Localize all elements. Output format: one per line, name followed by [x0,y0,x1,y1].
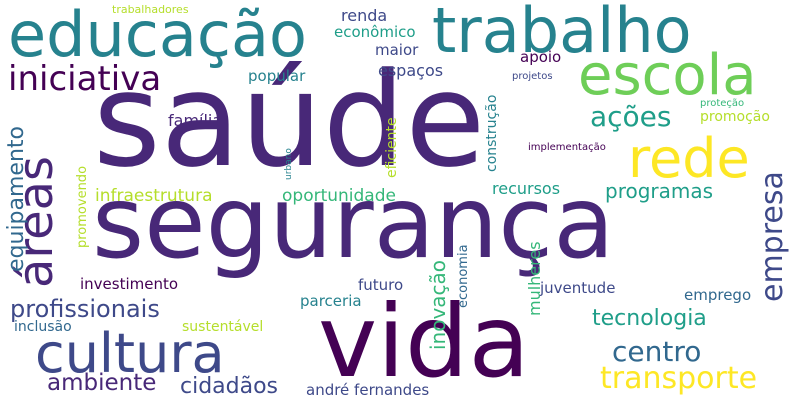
word-ambiente: ambiente [47,370,157,396]
word-andre-fernandes: andré fernandes [306,381,430,399]
word-equipamento: equipamento [4,126,29,272]
word-implementacao: implementação [528,142,606,153]
word-promocao: promoção [700,109,770,125]
word-sustentavel: sustentável [182,319,264,335]
word-cultura: cultura [35,322,225,385]
word-cidadaos: cidadãos [180,374,279,399]
word-eficiente: eficiente [384,117,400,178]
word-profissionais: profissionais [10,295,160,323]
word-promovendo: promovendo [75,165,90,248]
word-vida: vida [318,283,530,400]
word-familia: família [168,111,223,130]
word-urbano: urbano [284,148,294,180]
word-construcao: construção [484,94,500,172]
word-apoio: apoio [520,48,562,66]
word-seguranca: segurança [92,164,615,281]
word-escola: escola [578,43,757,108]
word-infraestrutura: infraestrutura [95,186,213,206]
word-empresa: empresa [755,171,790,302]
word-investimento: investimento [80,275,179,293]
word-protecao: proteção [700,98,745,109]
word-maior: maior [375,41,419,59]
word-projetos: projetos [512,71,553,82]
word-parceria: parceria [300,292,362,310]
word-tecnologia: tecnologia [592,306,707,331]
word-economia: economia [456,244,471,308]
word-educacao: educação [8,0,307,71]
word-espacos: espaços [378,61,444,80]
word-oportunidade: oportunidade [282,186,396,206]
word-transporte: transporte [600,361,758,396]
word-trabalho: trabalho [432,0,692,67]
word-centro: centro [612,335,702,368]
word-futuro: futuro [358,276,404,294]
word-rede: rede [628,127,750,190]
word-saude: saúde [93,44,486,196]
word-popular: popular [248,67,306,85]
word-emprego: emprego [684,286,752,304]
word-inovacao: inovação [426,259,450,350]
word-programas: programas [605,179,714,203]
word-inclusao: inclusão [14,319,72,335]
word-trabalhadores: trabalhadores [112,3,189,16]
word-recursos: recursos [492,179,561,198]
word-iniciativa: iniciativa [8,59,162,99]
word-acoes: ações [590,100,672,133]
word-economico: econômico [334,23,416,41]
word-renda: renda [341,6,388,25]
word-juventude: juventude [540,279,616,297]
